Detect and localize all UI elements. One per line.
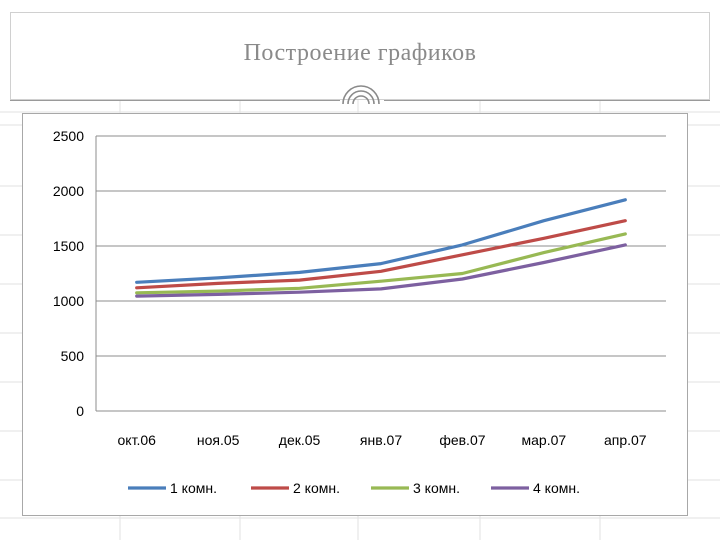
y-tick-label: 2500 xyxy=(53,128,84,144)
legend-label: 2 комн. xyxy=(293,480,340,496)
title-frame xyxy=(10,12,710,100)
x-tick-label: ноя.05 xyxy=(197,432,240,448)
x-tick-label: мар.07 xyxy=(522,432,567,448)
title-separator-right xyxy=(384,100,710,101)
series-line xyxy=(135,219,627,290)
y-tick-label: 2000 xyxy=(53,183,84,199)
x-tick-label: окт.06 xyxy=(118,432,157,448)
legend-label: 1 комн. xyxy=(170,480,217,496)
x-tick-label: дек.05 xyxy=(279,432,321,448)
x-tick-label: янв.07 xyxy=(360,432,402,448)
series-line xyxy=(135,232,627,295)
legend-label: 4 комн. xyxy=(533,480,580,496)
y-tick-label: 1500 xyxy=(53,238,84,254)
y-tick-label: 0 xyxy=(76,403,84,419)
x-tick-label: фев.07 xyxy=(439,432,485,448)
y-tick-label: 500 xyxy=(61,348,85,364)
arch-ornament-icon xyxy=(342,85,380,105)
series-line xyxy=(135,243,627,298)
series-line xyxy=(135,198,627,284)
line-chart: 0 500 1000 1500 2000 2500 окт.06 ноя.05 дек.05 ян… xyxy=(53,128,666,496)
slide-title: Построение графиков xyxy=(243,40,477,66)
title-separator-left xyxy=(10,100,340,101)
x-tick-label: апр.07 xyxy=(604,432,647,448)
legend-label: 3 комн. xyxy=(413,480,460,496)
chart-frame: 0 500 1000 1500 2000 2500 окт.06 ноя.05 дек.05 ян… xyxy=(22,113,688,516)
y-tick-label: 1000 xyxy=(53,293,84,309)
